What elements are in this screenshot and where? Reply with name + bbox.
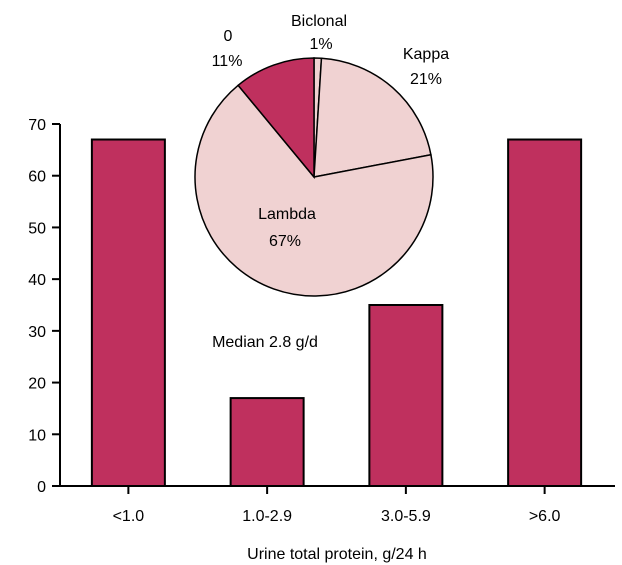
- bar: [229, 397, 305, 488]
- bar: [90, 138, 166, 487]
- bar: [507, 138, 583, 487]
- pie-slice-name: Biclonal: [291, 13, 347, 30]
- pie-chart: Biclonal 1% Kappa 21% Lambda 67% 0 11%: [194, 13, 449, 297]
- y-tick-label: 70: [28, 117, 46, 134]
- x-tick-label: 3.0-5.9: [381, 508, 431, 525]
- x-tick-label: <1.0: [113, 508, 145, 525]
- bars: [90, 138, 583, 488]
- pie-slice-name: Lambda: [258, 206, 316, 223]
- y-tick-label: 40: [28, 272, 46, 289]
- pie-slice-value: 1%: [309, 36, 332, 53]
- x-tick-label: >6.0: [529, 508, 561, 525]
- y-tick-label: 60: [28, 169, 46, 186]
- x-axis-title: Urine total protein, g/24 h: [247, 546, 427, 563]
- y-tick-label: 0: [37, 479, 46, 496]
- pie-slice-value: 67%: [269, 233, 301, 250]
- pie-slice: [237, 57, 315, 180]
- y-tick-label: 20: [28, 376, 46, 393]
- pie-slice: [313, 57, 432, 178]
- bar: [368, 304, 444, 487]
- pie-slice: [194, 84, 434, 297]
- axes: 0 10 20 30 40 50 60 70 <1.0 1.0-2.9 3.0-5.9 >6.0: [28, 117, 615, 525]
- pie-slice-value: 11%: [212, 53, 243, 70]
- x-tick-label: 1.0-2.9: [242, 508, 292, 525]
- y-tick-label: 50: [28, 220, 46, 237]
- pie-slice-name: Kappa: [403, 46, 449, 63]
- y-tick-label: 30: [28, 324, 46, 341]
- pie-slice-name: 0: [224, 28, 233, 45]
- median-annotation: Median 2.8 g/d: [212, 334, 318, 351]
- y-tick-label: 10: [28, 427, 46, 444]
- pie-slice-value: 21%: [410, 71, 442, 88]
